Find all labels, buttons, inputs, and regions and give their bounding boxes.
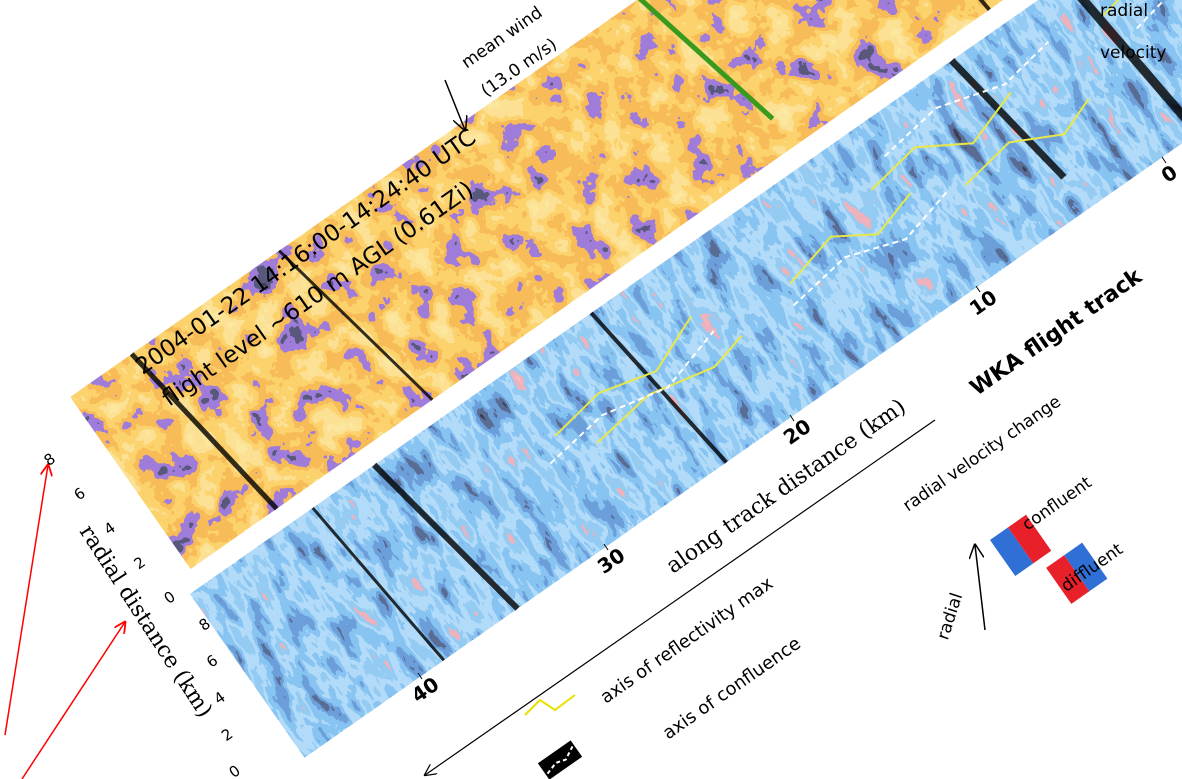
y-tick-label: 2	[218, 725, 236, 745]
wind-arrow	[445, 80, 465, 130]
y-tick-label: 8	[41, 449, 59, 469]
y-tick-label: 2	[131, 553, 149, 573]
pointer-arrow	[22, 622, 125, 779]
radar-strips	[58, 0, 1182, 758]
legend-black	[538, 740, 582, 779]
legend-confluent: confluent	[1019, 473, 1096, 535]
legend-title: radial velocity change	[899, 392, 1064, 516]
y-tick-label: 6	[203, 651, 221, 671]
track-label: WKA flight track	[966, 263, 1148, 401]
panel-label: velocity	[1100, 43, 1166, 63]
legend-yellow	[525, 695, 575, 715]
panel-label: radial	[1100, 1, 1148, 21]
y-tick-label: 0	[161, 587, 179, 607]
legend-radial: radial	[933, 591, 967, 643]
x-tick-label: 0	[1157, 160, 1182, 188]
y-tick-label: 6	[71, 484, 89, 504]
pointer-arrow	[5, 465, 48, 735]
y-tick-label: 0	[226, 761, 244, 779]
radial-arrow	[975, 545, 985, 630]
figure: 2004-01-22 14:16:00-14:24:40 UTC flight …	[0, 0, 1182, 779]
